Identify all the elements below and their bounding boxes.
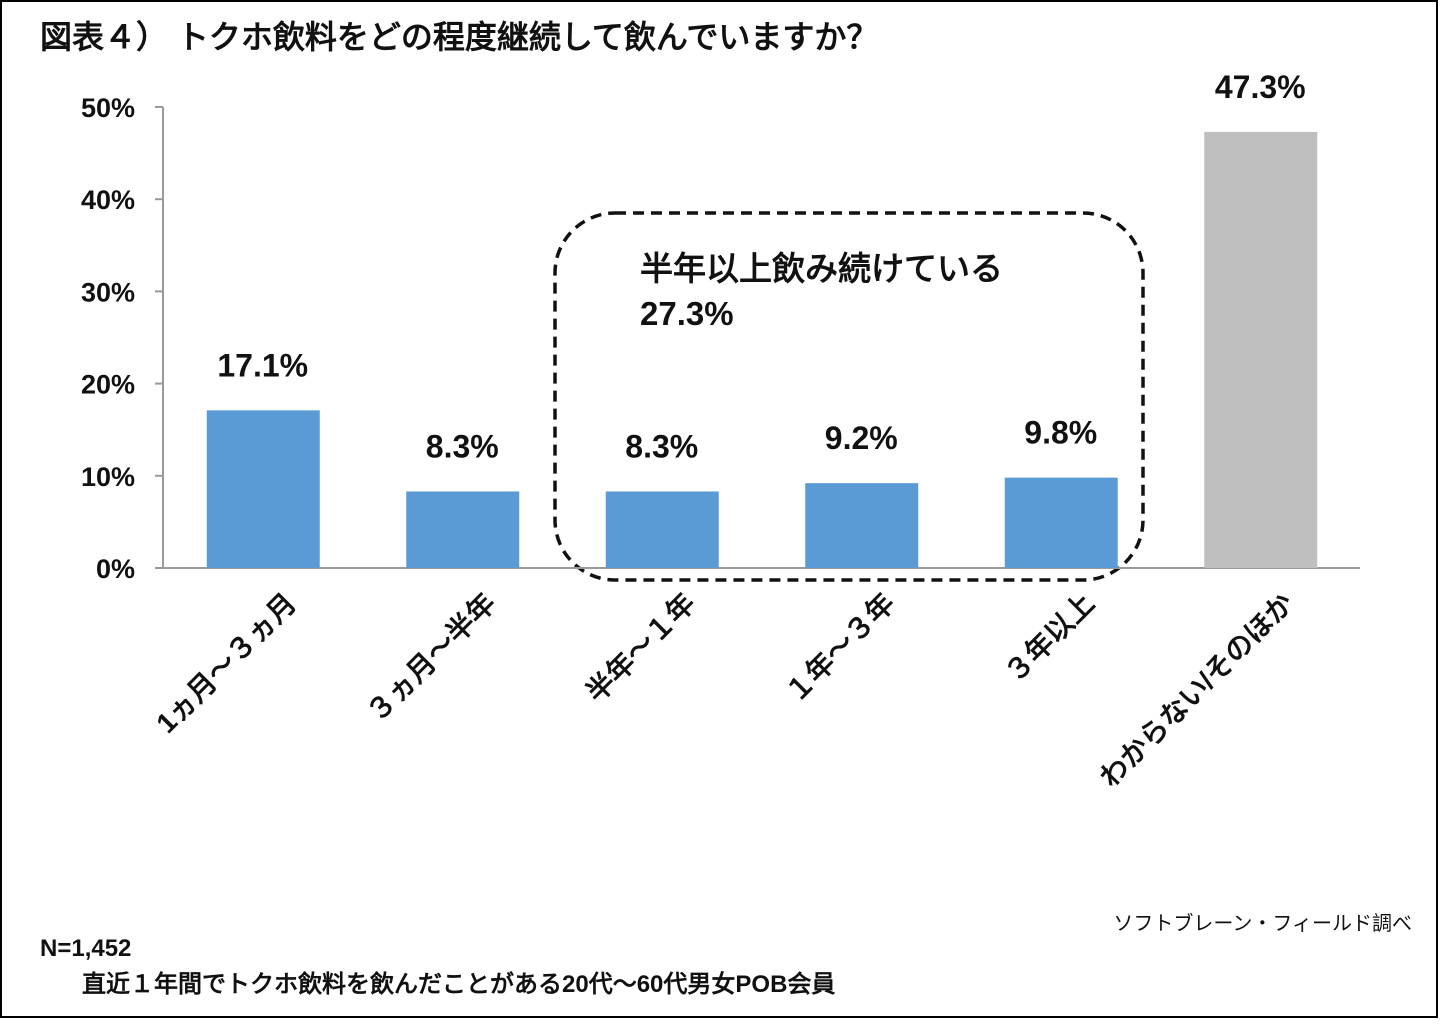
chart-title: 図表４） トクホ飲料をどの程度継続して飲んでいますか？ bbox=[40, 19, 878, 55]
y-tick-label: 30% bbox=[81, 277, 135, 307]
y-tick-label: 20% bbox=[81, 370, 135, 400]
bar bbox=[1004, 477, 1118, 568]
value-label: 9.8% bbox=[1024, 415, 1097, 451]
bar bbox=[206, 410, 320, 568]
y-tick-label: 40% bbox=[81, 185, 135, 215]
note: N=1,452 bbox=[40, 935, 131, 962]
bar bbox=[805, 483, 919, 568]
note: 直近１年間でトクホ飲料を飲んだことがある20代～60代男女POB会員 bbox=[82, 970, 835, 998]
y-tick-label: 0% bbox=[96, 554, 135, 584]
value-label: 8.3% bbox=[625, 428, 698, 464]
annotation: 27.3% bbox=[640, 295, 734, 332]
highlight-box bbox=[553, 211, 1145, 582]
value-label: 47.3% bbox=[1215, 69, 1306, 105]
bar bbox=[1204, 131, 1318, 569]
y-tick-label: 50% bbox=[81, 93, 135, 123]
bar bbox=[605, 491, 719, 568]
y-tick-label: 10% bbox=[81, 462, 135, 492]
value-label: 17.1% bbox=[217, 347, 308, 383]
value-label: 9.2% bbox=[825, 420, 898, 456]
value-label: 8.3% bbox=[426, 428, 499, 464]
source: ソフトブレーン・フィールド調べ bbox=[1113, 911, 1412, 935]
bar bbox=[406, 491, 520, 568]
annotation: 半年以上飲み続けている bbox=[640, 250, 1003, 287]
